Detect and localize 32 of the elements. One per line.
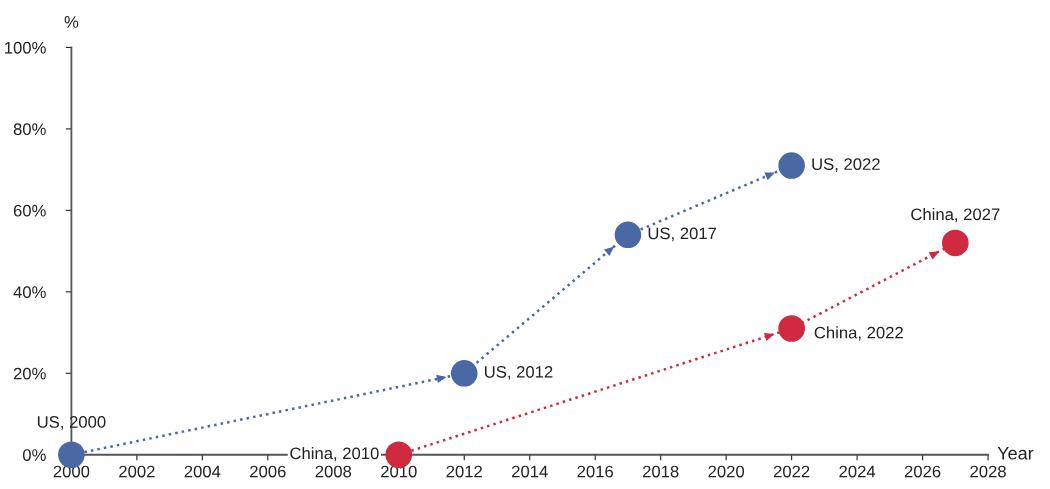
x-tick-label: 2018	[642, 465, 679, 478]
y-tick-label: 20%	[13, 367, 46, 380]
annotation: US, 2022	[812, 158, 880, 172]
point	[778, 152, 805, 179]
y-tick-label: 80%	[13, 123, 46, 136]
annotation: US, 2012	[484, 365, 553, 380]
annotation: China, 2027	[911, 207, 1000, 223]
point	[942, 229, 969, 257]
annotation: China, 2010	[290, 447, 379, 462]
x-axis-title: Year	[997, 447, 1034, 460]
x-tick-label: 2002	[119, 465, 155, 478]
x-tick-label: 2026	[904, 465, 941, 478]
x-tick-label: 2020	[708, 465, 745, 478]
x-tick-label: 2014	[512, 465, 548, 478]
y-tick-label: 60%	[13, 204, 46, 217]
y-tick-label: 40%	[13, 286, 46, 299]
x-tick-label: 2012	[446, 465, 482, 478]
x-tick-label: 2008	[315, 465, 352, 478]
x-tick-label: 2024	[839, 465, 876, 478]
x-tick-label: 2006	[250, 465, 286, 478]
x-tick-label: 2016	[577, 465, 614, 478]
y-axis-title: %	[64, 16, 79, 28]
x-tick-label: 2004	[184, 465, 221, 478]
annotation: China, 2022	[814, 326, 903, 341]
annotation: US, 2017	[648, 227, 717, 242]
x-tick-label: 2028	[970, 465, 1006, 478]
point	[614, 221, 642, 249]
point	[450, 359, 478, 387]
point	[778, 315, 805, 342]
x-tick-label: 2022	[773, 465, 810, 478]
y-tick-label: 100%	[5, 41, 46, 54]
y-tick-label: 0%	[22, 449, 46, 461]
